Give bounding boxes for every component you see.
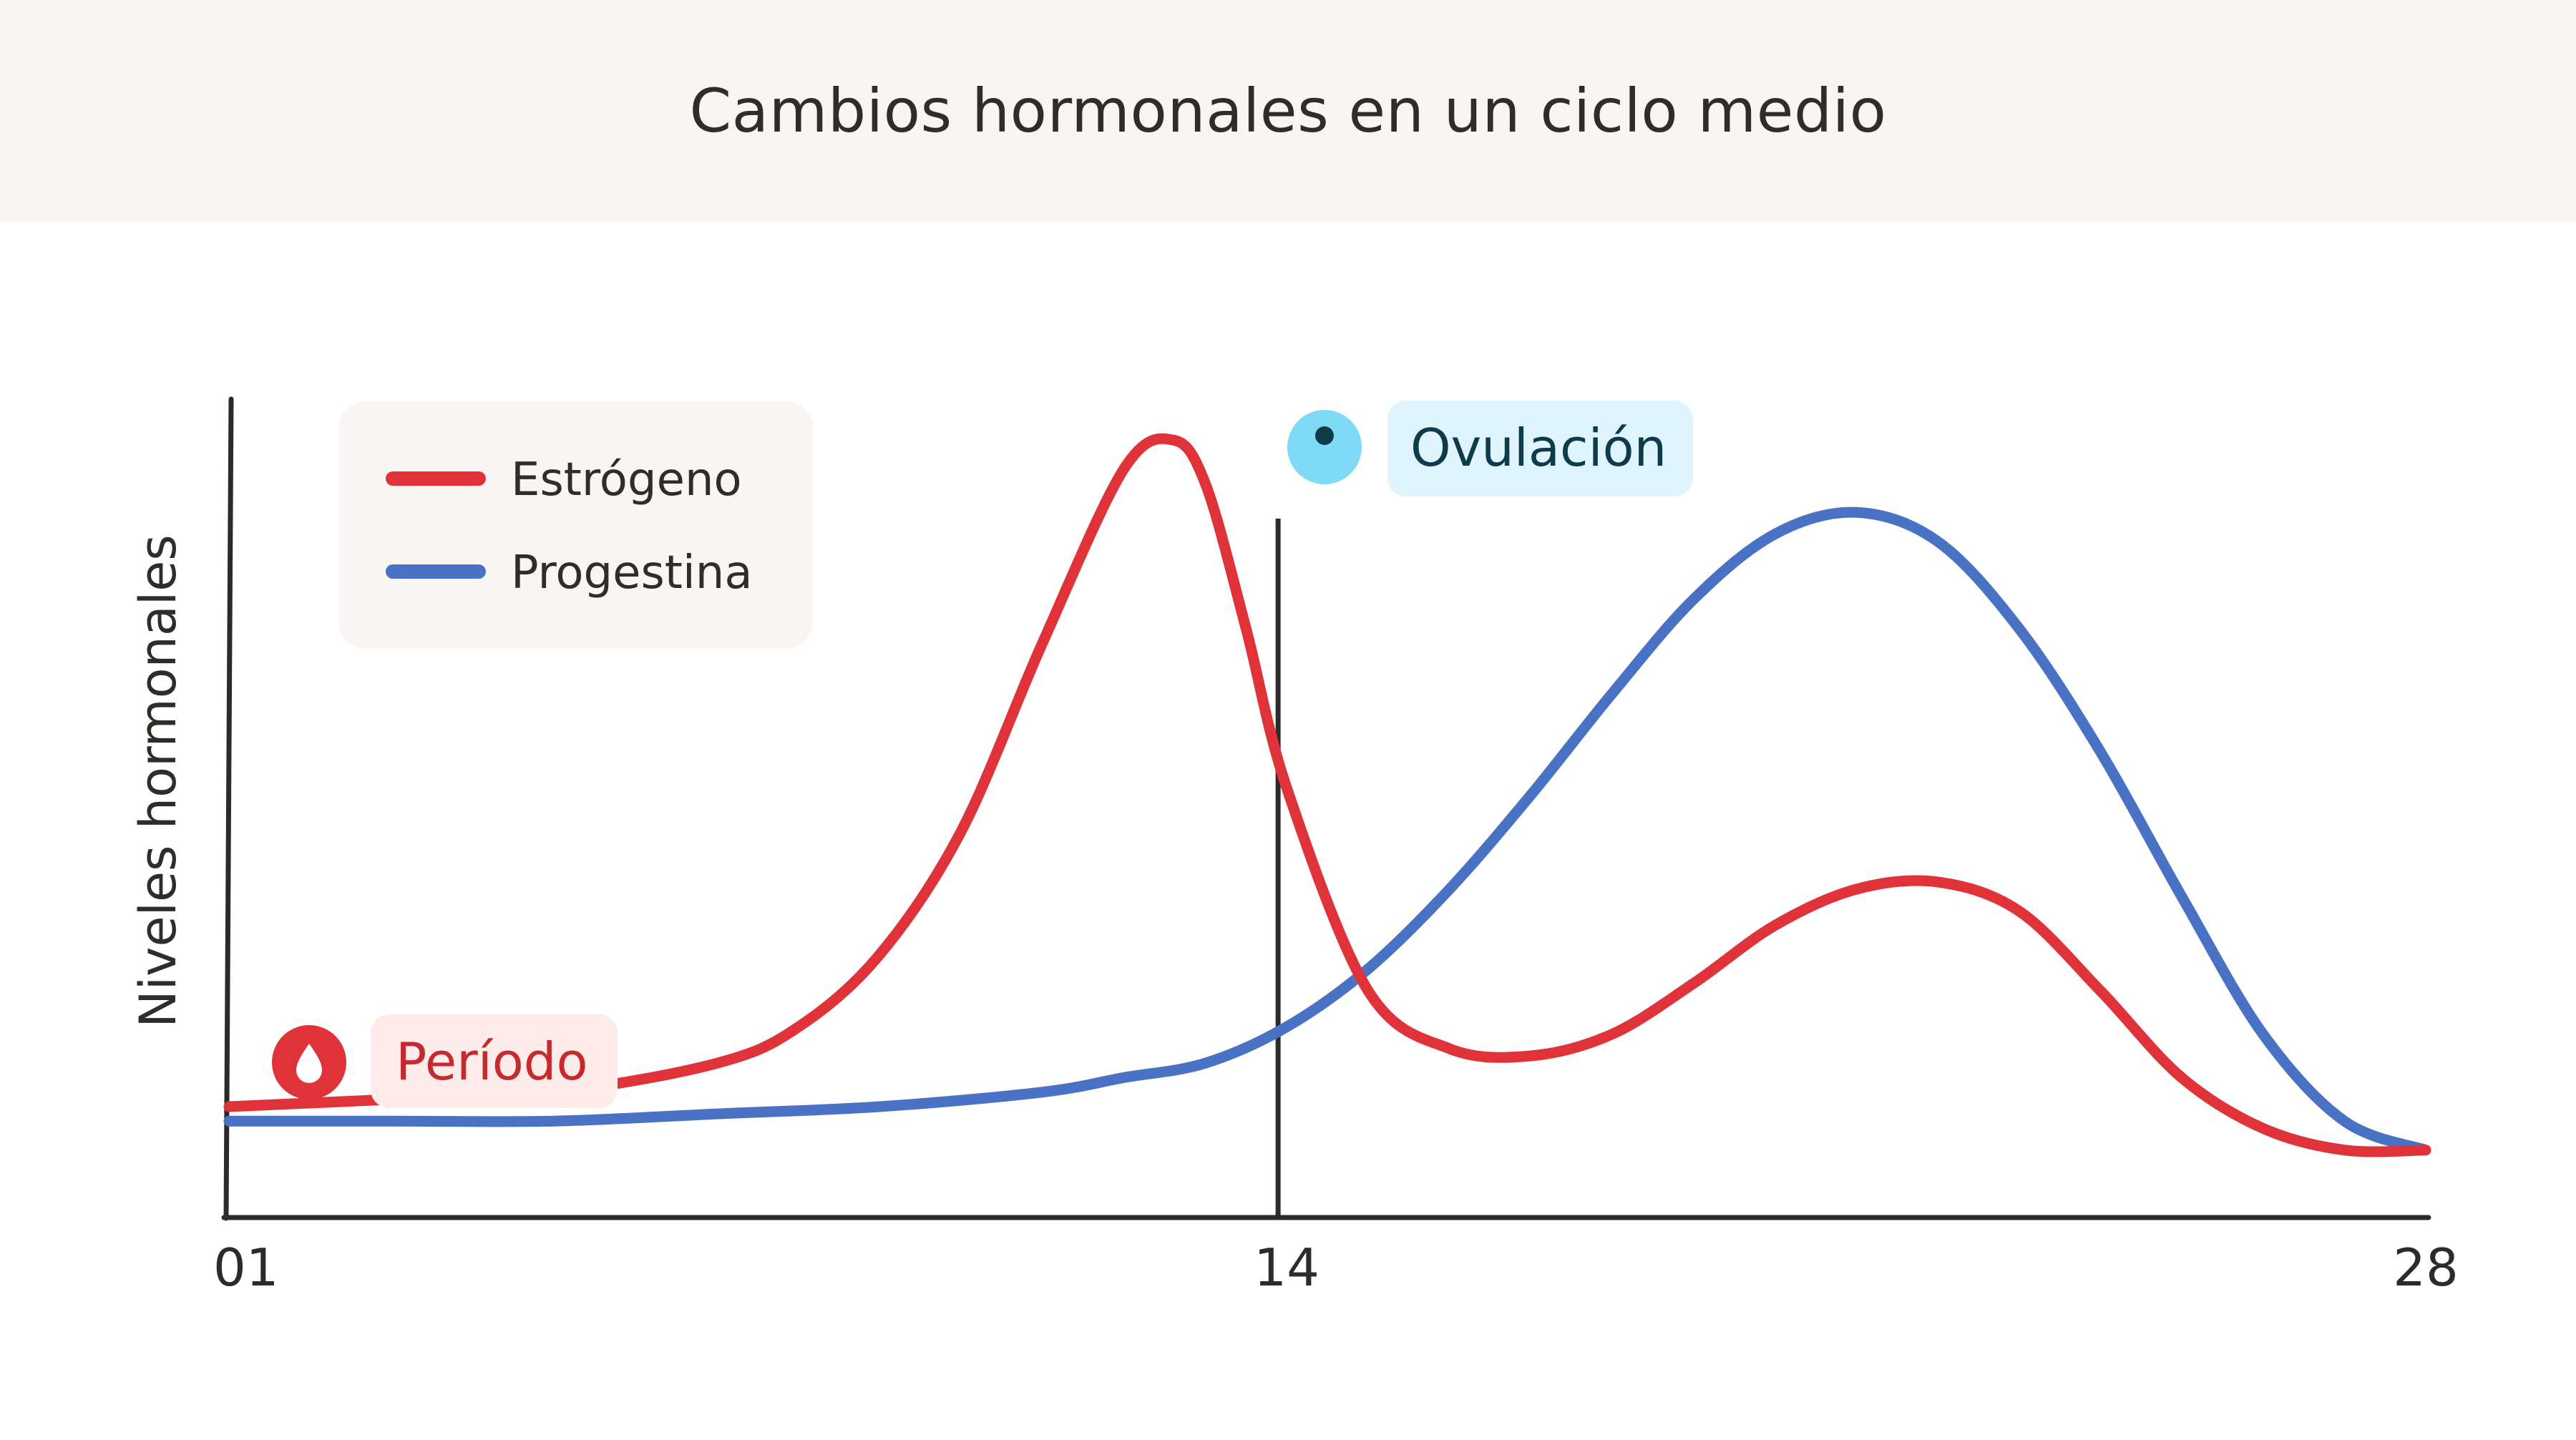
chart-header: Cambios hormonales en un ciclo medio: [0, 0, 2576, 222]
x-tick-label: 14: [1254, 1238, 1319, 1298]
series-estrogeno-line: [223, 433, 2431, 1157]
period-annotation: Período: [272, 1014, 618, 1108]
y-axis-label: Niveles hormonales: [129, 534, 187, 1028]
x-tick-label: 01: [213, 1238, 279, 1298]
x-tick-label: 28: [2393, 1238, 2459, 1298]
series-progestina-line: [223, 506, 2431, 1156]
period-badge: [371, 1014, 618, 1108]
period-label: Período: [396, 1032, 588, 1092]
legend-label-estrogeno: Estrógeno: [511, 454, 742, 506]
chart-legend: Estrógeno Progestina: [338, 401, 813, 649]
y-axis: [223, 396, 234, 1221]
chart-title: Cambios hormonales en un ciclo medio: [689, 76, 1887, 146]
ovulation-annotation: Ovulación: [1287, 401, 1693, 496]
legend-box: [338, 401, 813, 649]
ovulation-badge: [1387, 401, 1693, 496]
ovum-icon: [1315, 426, 1334, 445]
legend-label-progestina: Progestina: [511, 547, 753, 599]
ovulation-label: Ovulación: [1410, 418, 1667, 478]
ovulation-icon-circle: [1287, 410, 1362, 484]
blood-drop-icon: [296, 1044, 322, 1083]
